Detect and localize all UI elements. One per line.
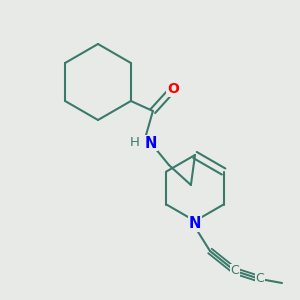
Text: N: N: [145, 136, 157, 151]
Text: C: C: [256, 272, 264, 286]
Text: N: N: [189, 215, 201, 230]
Text: H: H: [130, 136, 140, 149]
Text: O: O: [167, 82, 179, 96]
Text: C: C: [231, 265, 239, 278]
